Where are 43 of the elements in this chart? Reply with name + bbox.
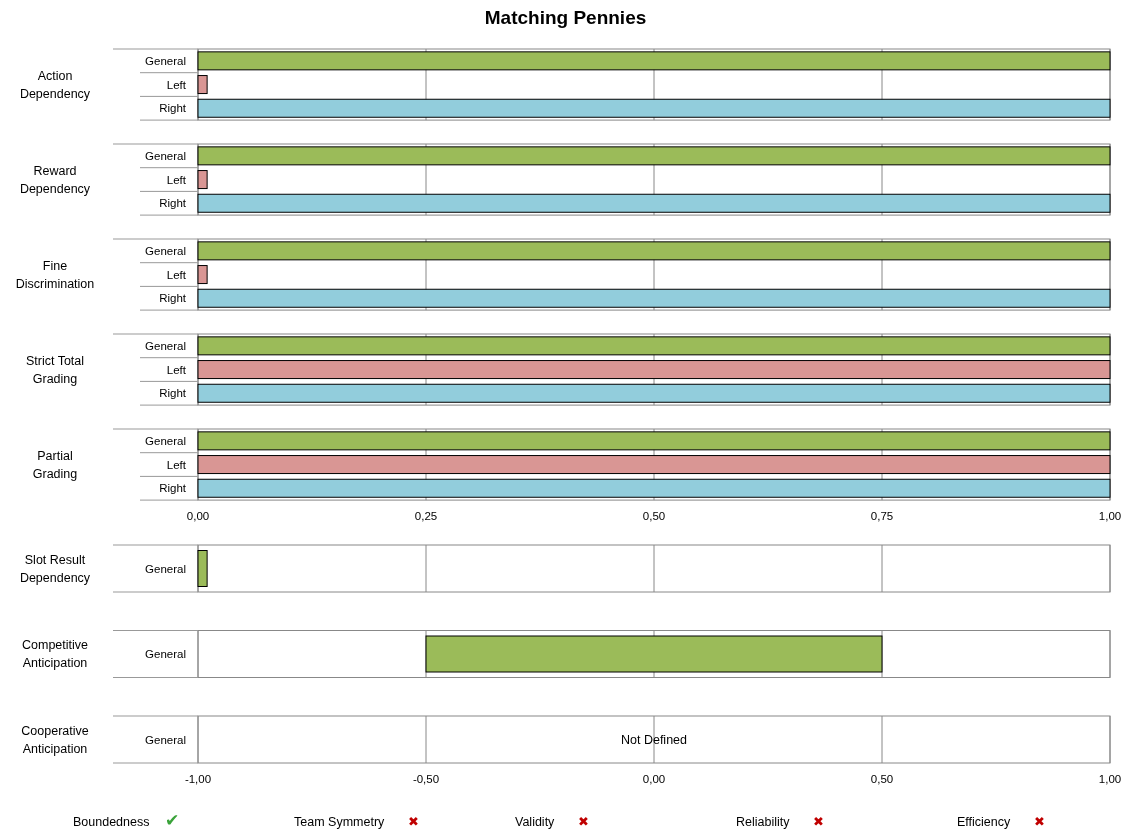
text: Team Symmetry ✖ [294,814,419,830]
y-tick-label: Right [159,292,187,305]
x-tick-label: 0,00 [186,510,210,523]
x-tick-label: 0,25 [414,510,438,523]
chart-title: Matching Pennies [484,7,647,28]
text: Efficiency ✖ [957,814,1045,830]
y-tick-label: Right [159,387,187,400]
y-tick-label: General [145,434,186,447]
y-axis-title: Reward Dependency [19,163,91,196]
y-tick-label: General [145,733,186,746]
y-axis-title: Cooperative Anticipation [21,723,89,756]
y-tick-label: Right [159,102,187,115]
x-tick-label: 0,50 [870,773,894,785]
y-tick-label: General [145,54,186,67]
x-tick-label: 0,50 [642,510,666,523]
text: Boundedness ✔ [73,811,179,831]
y-tick-label: Left [166,268,187,281]
x-tick-label: -1,00 [184,773,212,785]
y-axis-title: Competitive Anticipation [22,638,89,671]
x-tick-label: 1,00 [1098,510,1122,523]
text: Validity ✖ [515,814,589,830]
y-tick-label: Right [159,197,187,210]
y-axis-title: Strict Total Grading [25,353,85,386]
x-tick-label: 1,00 [1098,773,1122,785]
y-axis-title: Action Dependency [19,68,91,101]
y-tick-label: General [145,149,186,162]
y-axis-title: Partial Grading [32,448,78,481]
y-tick-label: General [145,562,186,575]
x-tick-label: 0,00 [642,773,666,785]
y-tick-label: General [145,648,186,661]
y-tick-label: Right [159,482,187,495]
y-axis-title: Fine Discrimination [15,258,95,291]
y-axis-title: Slot Result Dependency [19,552,91,585]
y-tick-label: Left [166,78,187,91]
y-tick-label: Left [166,458,187,471]
y-tick-label: Left [166,173,187,186]
x-tick-label: -0,50 [412,773,440,785]
annotation: Not Defined [620,732,688,747]
text: Reliability ✖ [736,814,824,830]
y-tick-label: Left [166,363,187,376]
x-tick-label: 0,75 [870,510,894,523]
y-tick-label: General [145,339,186,352]
y-tick-label: General [145,244,186,257]
